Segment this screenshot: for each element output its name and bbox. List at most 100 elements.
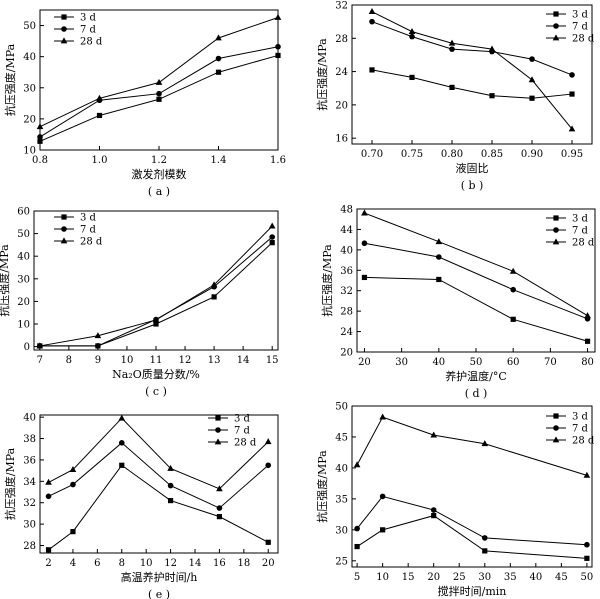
legend-label: 28 d	[572, 34, 595, 45]
series-7d	[354, 493, 590, 548]
data-point	[584, 555, 590, 561]
series-line	[371, 11, 573, 130]
series-line	[39, 16, 279, 128]
data-point	[265, 539, 271, 545]
legend-entry: 7 d	[546, 22, 589, 33]
y-tick-label: 35	[335, 494, 348, 505]
legend-label: 3 d	[572, 412, 589, 423]
legend-entry: 3 d	[546, 412, 589, 423]
legend-label: 3 d	[80, 13, 97, 24]
data-point	[529, 95, 535, 101]
x-axis-ticks: 0.70 0.75 0.80 0.85 0.90 0.95	[361, 140, 583, 160]
x-tick-label: 5	[354, 572, 360, 583]
legend-entry: 3 d	[54, 213, 97, 224]
series-3d	[354, 513, 590, 561]
y-tick-label: 60	[17, 207, 30, 218]
x-tick-label: 20	[427, 572, 440, 583]
data-point	[215, 55, 222, 62]
data-point	[119, 462, 125, 468]
legend-label: 7 d	[80, 225, 97, 236]
legend-label: 7 d	[234, 426, 251, 437]
panel-label-d: ( d )	[465, 387, 488, 400]
series-3d	[37, 52, 281, 144]
data-point	[431, 513, 437, 519]
y-tick-label: 40	[23, 413, 36, 424]
data-point	[354, 525, 360, 532]
y-tick-label: 50	[335, 402, 348, 413]
plot-frame	[33, 210, 279, 351]
legend-entry: 3 d	[546, 214, 589, 225]
data-point	[37, 134, 43, 140]
x-tick-label: 14	[189, 558, 202, 569]
data-point	[482, 548, 488, 554]
legend-entry: 28 d	[546, 34, 595, 45]
x-tick-label: 40	[529, 572, 542, 583]
data-point	[216, 505, 223, 511]
y-tick-label: 30	[17, 274, 30, 285]
data-point	[369, 67, 375, 73]
panel-b: 0.70 0.75 0.80 0.85 0.90 0.95 16 20 24 28 32 液固比 抗压强…	[315, 1, 595, 193]
data-point	[153, 321, 159, 327]
panel-f: 5 10 15 20 25 30 35 40 45 50 25 30 35 40 45 50 搅拌时间/min 抗…	[315, 402, 595, 599]
y-tick-label: 45	[335, 432, 348, 443]
data-point	[156, 90, 162, 97]
plot-frame	[351, 405, 593, 568]
legend-entry: 7 d	[546, 424, 589, 435]
x-axis-title: 高温养护时间/h	[121, 570, 198, 584]
x-tick-label: 50	[470, 357, 483, 368]
series-7d	[45, 440, 272, 511]
y-tick-label: 20	[17, 297, 30, 308]
x-tick-label: 30	[395, 357, 408, 368]
y-tick-label: 24	[335, 67, 348, 78]
x-tick-label: 10	[376, 572, 389, 583]
series-28d	[353, 413, 591, 478]
y-tick-label: 25	[335, 556, 348, 567]
data-point	[409, 74, 415, 81]
legend-entry: 28 d	[546, 238, 595, 249]
y-tick-label: 28	[23, 541, 36, 552]
y-tick-label: 34	[23, 477, 36, 488]
data-point	[379, 413, 386, 420]
legend-label: 28 d	[572, 238, 595, 249]
legend-entry: 3 d	[546, 10, 589, 21]
legend-marker	[553, 413, 559, 419]
x-tick-label: 1.0	[92, 155, 108, 166]
legend-entry: 28 d	[54, 237, 103, 248]
data-point	[118, 440, 125, 446]
data-point	[215, 34, 222, 41]
x-axis-title: 激发剂模数	[132, 167, 187, 181]
data-point	[45, 547, 52, 553]
legend-label: 28 d	[80, 237, 103, 248]
series-line	[39, 242, 273, 347]
data-point	[70, 529, 76, 535]
series-3d	[361, 274, 591, 344]
legend: 3 d7 d28 d	[546, 412, 595, 447]
plot-frame	[39, 414, 279, 554]
data-point	[210, 281, 218, 288]
series-28d	[36, 13, 282, 130]
series-line	[48, 464, 269, 551]
data-point	[45, 478, 52, 485]
x-tick-label: 4	[70, 558, 76, 569]
y-tick-label: 32	[335, 1, 348, 12]
series-28d	[361, 209, 591, 319]
legend-marker	[61, 214, 67, 220]
y-axis-ticks: 0 10 20 30 40 50 60	[17, 207, 38, 353]
x-tick-label: 1.6	[270, 155, 286, 166]
data-point	[167, 464, 174, 471]
x-tick-label: 2	[45, 558, 51, 569]
data-point	[583, 471, 591, 478]
legend-marker	[61, 14, 67, 20]
y-axis-title: 抗压强度/MPa	[320, 244, 334, 317]
data-point	[269, 234, 275, 240]
legend-marker	[215, 415, 221, 421]
y-axis-title: 抗压强度/MPa	[3, 447, 17, 520]
x-tick-label: 0.75	[401, 149, 423, 160]
x-tick-label: 0.8	[32, 155, 48, 166]
data-point	[70, 481, 76, 488]
data-point	[569, 91, 575, 97]
series-7d	[37, 234, 275, 349]
y-tick-label: 20	[335, 100, 348, 111]
data-point	[215, 69, 222, 75]
legend: 3 d7 d28 d	[208, 414, 257, 449]
